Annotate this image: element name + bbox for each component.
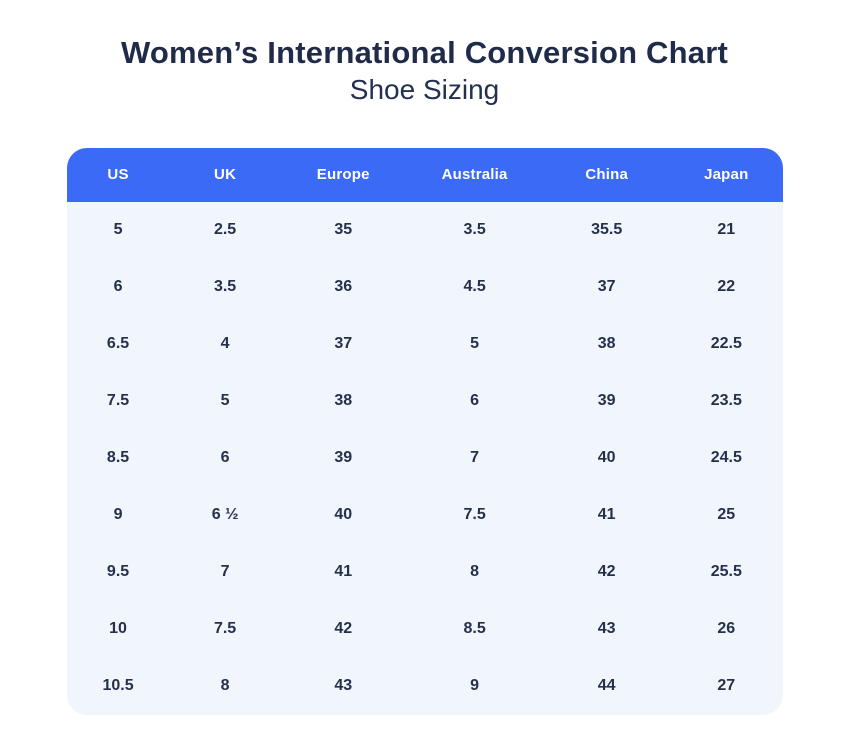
table-cell: 22.5 — [710, 335, 742, 353]
table-cell: 5 — [113, 221, 123, 239]
column-header-australia: Australia — [405, 147, 544, 202]
table-cell: 23.5 — [710, 392, 742, 410]
table-row: 10 7.5 42 8.5 43 26 — [67, 601, 783, 658]
table-cell: 7 — [220, 563, 230, 581]
column-header-japan: Japan — [670, 147, 783, 202]
table-cell: 40 — [334, 506, 353, 524]
table-body: 5 2.5 35 3.5 35.5 21 6 3.5 36 4.5 37 22 6.5 4 37 5 38 22.… — [67, 202, 783, 715]
table-cell: 35.5 — [591, 221, 623, 239]
table-cell: 9 — [470, 677, 480, 695]
table-cell: 8 — [220, 677, 230, 695]
table-row: 6.5 4 37 5 38 22.5 — [67, 316, 783, 373]
table-row: 7.5 5 38 6 39 23.5 — [67, 373, 783, 430]
table-cell: 7.5 — [213, 620, 237, 638]
table-cell: 38 — [334, 392, 353, 410]
table-cell: 5 — [470, 335, 480, 353]
table-cell: 41 — [597, 506, 616, 524]
table-cell: 9.5 — [106, 563, 130, 581]
table-cell: 10.5 — [102, 677, 134, 695]
table-cell: 27 — [717, 677, 736, 695]
table-cell: 6 — [470, 392, 480, 410]
table-cell: 25 — [717, 506, 736, 524]
table-row: 9.5 7 41 8 42 25.5 — [67, 544, 783, 601]
table-row: 5 2.5 35 3.5 35.5 21 — [67, 202, 783, 259]
table-cell: 22 — [717, 278, 736, 296]
table-cell: 4 — [220, 335, 230, 353]
table-cell: 39 — [334, 449, 353, 467]
table-cell: 4.5 — [463, 278, 486, 296]
table-cell: 3.5 — [213, 278, 237, 296]
table-cell: 37 — [597, 278, 616, 296]
table-cell: 7.5 — [463, 506, 486, 524]
table-cell: 38 — [597, 335, 616, 353]
table-cell: 40 — [597, 449, 616, 467]
table-cell: 10 — [109, 620, 127, 638]
page-subtitle: Shoe Sizing — [349, 74, 500, 106]
table-cell: 3.5 — [463, 221, 486, 239]
table-cell: 9 — [113, 506, 123, 524]
table-cell: 6 ½ — [211, 506, 239, 524]
table-row: 9 6 ½ 40 7.5 41 25 — [67, 487, 783, 544]
table-cell: 6 — [113, 278, 123, 296]
table-cell: 44 — [597, 677, 616, 695]
table-cell: 25.5 — [710, 563, 742, 581]
table-cell: 8 — [470, 563, 480, 581]
table-cell: 39 — [597, 392, 616, 410]
column-header-europe: Europe — [280, 147, 406, 202]
conversion-table-container: US UK Europe Australia China Japan 5 2.5 35 3.5 3… — [66, 147, 783, 715]
table-header: US UK Europe Australia China Japan — [66, 147, 783, 202]
table-cell: 26 — [717, 620, 736, 638]
table-cell: 7.5 — [106, 392, 130, 410]
table-cell: 21 — [717, 221, 736, 239]
column-header-uk: UK — [169, 147, 281, 202]
table-cell: 6.5 — [106, 335, 130, 353]
column-header-us: US — [66, 147, 170, 202]
table-cell: 42 — [334, 620, 353, 638]
table-row: 10.5 8 43 9 44 27 — [67, 658, 783, 715]
table-cell: 42 — [597, 563, 616, 581]
table-cell: 43 — [334, 677, 353, 695]
table-cell: 8.5 — [463, 620, 486, 638]
table-cell: 41 — [334, 563, 353, 581]
table-row: 8.5 6 39 7 40 24.5 — [67, 430, 783, 487]
table-cell: 43 — [597, 620, 616, 638]
conversion-table: US UK Europe Australia China Japan 5 2.5 35 3.5 3… — [66, 147, 783, 715]
page-title: Women’s International Conversion Chart — [120, 35, 728, 70]
table-cell: 2.5 — [213, 221, 237, 239]
table-cell: 6 — [220, 449, 230, 467]
column-header-china: China — [543, 147, 671, 202]
table-header-row: US UK Europe Australia China Japan — [66, 147, 783, 202]
table-cell: 5 — [220, 392, 230, 410]
table-cell: 37 — [334, 335, 353, 353]
table-cell: 24.5 — [710, 449, 742, 467]
table-cell: 7 — [470, 449, 480, 467]
table-cell: 35 — [334, 221, 353, 239]
table-row: 6 3.5 36 4.5 37 22 — [67, 259, 783, 316]
table-cell: 8.5 — [106, 449, 130, 467]
table-cell: 36 — [334, 278, 353, 296]
